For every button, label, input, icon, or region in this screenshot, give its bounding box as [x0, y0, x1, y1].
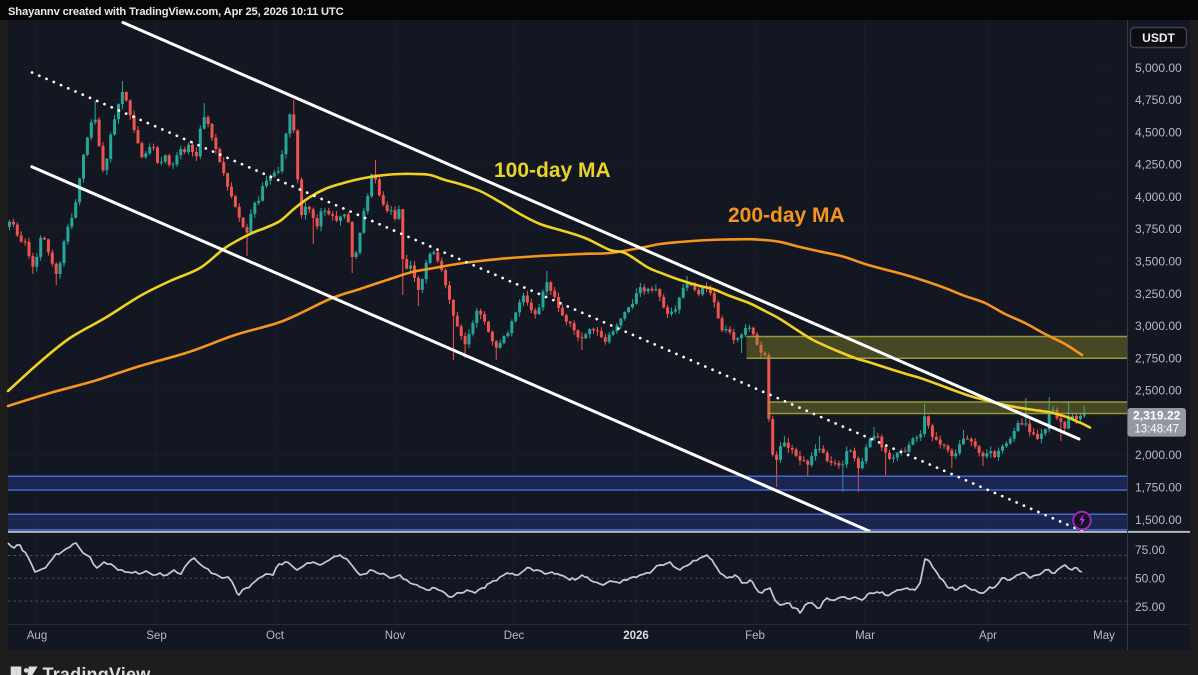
svg-text:Nov: Nov: [385, 630, 406, 642]
svg-text:USDT: USDT: [1142, 31, 1175, 45]
svg-text:200-day MA: 200-day MA: [728, 204, 845, 227]
svg-text:4,250.00: 4,250.00: [1135, 158, 1182, 172]
svg-text:Aug: Aug: [27, 630, 47, 642]
svg-text:4,500.00: 4,500.00: [1135, 125, 1182, 139]
svg-text:4,750.00: 4,750.00: [1135, 93, 1182, 107]
svg-text:Shayannv created with TradingV: Shayannv created with TradingView.com, A…: [8, 6, 344, 18]
svg-text:1,500.00: 1,500.00: [1135, 513, 1182, 527]
svg-text:1,750.00: 1,750.00: [1135, 481, 1182, 495]
svg-text:2,750.00: 2,750.00: [1135, 351, 1182, 365]
svg-text:May: May: [1093, 630, 1115, 642]
svg-text:Mar: Mar: [855, 630, 875, 642]
svg-text:2,319.22: 2,319.22: [1133, 409, 1181, 423]
svg-text:Oct: Oct: [266, 630, 285, 642]
svg-text:Dec: Dec: [504, 630, 525, 642]
svg-text:5,000.00: 5,000.00: [1135, 61, 1182, 75]
svg-text:3,500.00: 3,500.00: [1135, 255, 1182, 269]
svg-text:75.00: 75.00: [1135, 543, 1165, 557]
svg-text:4,000.00: 4,000.00: [1135, 190, 1182, 204]
svg-text:3,750.00: 3,750.00: [1135, 222, 1182, 236]
svg-text:2,500.00: 2,500.00: [1135, 384, 1182, 398]
svg-text:Feb: Feb: [745, 630, 765, 642]
svg-text:TradingView: TradingView: [43, 664, 152, 675]
svg-text:3,250.00: 3,250.00: [1135, 287, 1182, 301]
svg-text:100-day MA: 100-day MA: [494, 159, 611, 182]
svg-text:13:48:47: 13:48:47: [1134, 424, 1179, 436]
svg-text:Sep: Sep: [146, 630, 166, 642]
svg-text:25.00: 25.00: [1135, 600, 1165, 614]
svg-text:Apr: Apr: [979, 630, 997, 642]
svg-text:2026: 2026: [623, 630, 649, 642]
svg-text:50.00: 50.00: [1135, 572, 1165, 586]
svg-text:3,000.00: 3,000.00: [1135, 319, 1182, 333]
svg-text:2,000.00: 2,000.00: [1135, 448, 1182, 462]
